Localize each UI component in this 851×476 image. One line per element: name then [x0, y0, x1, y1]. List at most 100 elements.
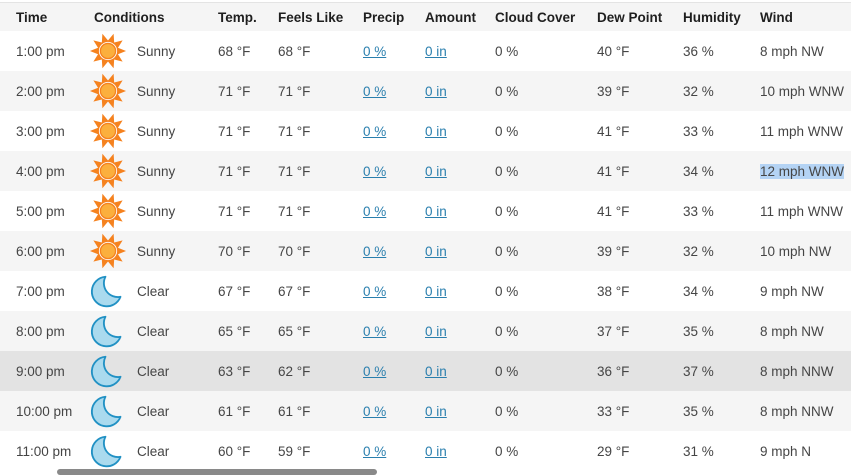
temp-cell: 68 °F: [218, 43, 251, 59]
precip-link[interactable]: 0 %: [363, 363, 387, 379]
dew-point-cell: 36 °F: [597, 363, 630, 379]
precip-link[interactable]: 0 %: [363, 323, 387, 339]
amount-link[interactable]: 0 in: [425, 123, 447, 139]
wind-cell: 8 mph NNW: [760, 404, 851, 419]
table-row[interactable]: 11:00 pm Clear 60 °F 59 °F 0 % 0 in 0 % …: [0, 431, 851, 471]
table-row[interactable]: 9:00 pm Clear 63 °F 62 °F 0 % 0 in 0 % 3…: [0, 351, 851, 391]
amount-link[interactable]: 0 in: [425, 283, 447, 299]
table-header-row: Time Conditions Temp. Feels Like Precip …: [0, 3, 851, 31]
amount-link[interactable]: 0 in: [425, 83, 447, 99]
precip-link[interactable]: 0 %: [363, 443, 387, 459]
table-row[interactable]: 6:00 pm Sunny 70 °F 70 °F 0 % 0 in 0 % 3…: [0, 231, 851, 271]
moon-icon: [88, 271, 128, 311]
column-header-cloud-cover: Cloud Cover: [495, 9, 576, 25]
time-cell: 1:00 pm: [16, 43, 65, 59]
time-cell: 6:00 pm: [16, 243, 65, 259]
feels-like-cell: 59 °F: [278, 443, 311, 459]
sun-icon: [88, 71, 128, 111]
amount-link[interactable]: 0 in: [425, 403, 447, 419]
condition-label: Sunny: [137, 123, 176, 139]
precip-link[interactable]: 0 %: [363, 83, 387, 99]
wind-cell: 11 mph WNW: [760, 204, 851, 219]
cloud-cover-cell: 0 %: [495, 403, 519, 419]
humidity-cell: 36 %: [683, 43, 714, 59]
time-cell: 11:00 pm: [16, 443, 72, 459]
column-header-time: Time: [16, 9, 48, 25]
amount-link[interactable]: 0 in: [425, 323, 447, 339]
column-header-conditions: Conditions: [94, 9, 165, 25]
table-row[interactable]: 5:00 pm Sunny 71 °F 71 °F 0 % 0 in 0 % 4…: [0, 191, 851, 231]
cloud-cover-cell: 0 %: [495, 243, 519, 259]
temp-cell: 71 °F: [218, 203, 251, 219]
wind-cell: 8 mph NNW: [760, 364, 851, 379]
wind-cell: 9 mph N: [760, 444, 851, 459]
wind-value: 10 mph WNW: [760, 83, 845, 99]
feels-like-cell: 62 °F: [278, 363, 311, 379]
conditions-cell: Clear: [88, 311, 218, 351]
sun-icon: [88, 231, 128, 271]
amount-link[interactable]: 0 in: [425, 243, 447, 259]
moon-icon: [88, 351, 128, 391]
condition-label: Clear: [137, 283, 170, 299]
time-cell: 2:00 pm: [16, 83, 65, 99]
feels-like-cell: 71 °F: [278, 83, 311, 99]
table-row[interactable]: 8:00 pm Clear 65 °F 65 °F 0 % 0 in 0 % 3…: [0, 311, 851, 351]
cloud-cover-cell: 0 %: [495, 443, 519, 459]
conditions-cell: Clear: [88, 431, 218, 471]
amount-link[interactable]: 0 in: [425, 443, 447, 459]
amount-link[interactable]: 0 in: [425, 163, 447, 179]
table-row[interactable]: 1:00 pm Sunny 68 °F 68 °F 0 % 0 in 0 % 4…: [0, 31, 851, 71]
wind-value: 8 mph NNW: [760, 363, 834, 379]
precip-link[interactable]: 0 %: [363, 203, 387, 219]
table-row[interactable]: 2:00 pm Sunny 71 °F 71 °F 0 % 0 in 0 % 3…: [0, 71, 851, 111]
humidity-cell: 31 %: [683, 443, 714, 459]
conditions-cell: Clear: [88, 391, 218, 431]
wind-value: 9 mph NW: [760, 283, 824, 299]
amount-link[interactable]: 0 in: [425, 43, 447, 59]
table-row[interactable]: 4:00 pm Sunny 71 °F 71 °F 0 % 0 in 0 % 4…: [0, 151, 851, 191]
dew-point-cell: 29 °F: [597, 443, 630, 459]
dew-point-cell: 39 °F: [597, 83, 630, 99]
amount-link[interactable]: 0 in: [425, 203, 447, 219]
condition-label: Clear: [137, 443, 170, 459]
precip-link[interactable]: 0 %: [363, 123, 387, 139]
precip-link[interactable]: 0 %: [363, 43, 387, 59]
feels-like-cell: 71 °F: [278, 123, 311, 139]
horizontal-scrollbar-thumb[interactable]: [57, 469, 377, 475]
precip-link[interactable]: 0 %: [363, 243, 387, 259]
wind-value: 8 mph NW: [760, 323, 824, 339]
precip-link[interactable]: 0 %: [363, 163, 387, 179]
table-row[interactable]: 10:00 pm Clear 61 °F 61 °F 0 % 0 in 0 % …: [0, 391, 851, 431]
amount-link[interactable]: 0 in: [425, 363, 447, 379]
condition-label: Clear: [137, 323, 170, 339]
conditions-cell: Sunny: [88, 111, 218, 151]
conditions-cell: Sunny: [88, 151, 218, 191]
table-row[interactable]: 7:00 pm Clear 67 °F 67 °F 0 % 0 in 0 % 3…: [0, 271, 851, 311]
moon-icon: [88, 391, 128, 431]
cloud-cover-cell: 0 %: [495, 203, 519, 219]
precip-link[interactable]: 0 %: [363, 283, 387, 299]
conditions-cell: Clear: [88, 271, 218, 311]
dew-point-cell: 41 °F: [597, 203, 630, 219]
wind-cell: 12 mph WNW: [760, 163, 851, 179]
table-row[interactable]: 3:00 pm Sunny 71 °F 71 °F 0 % 0 in 0 % 4…: [0, 111, 851, 151]
humidity-cell: 32 %: [683, 83, 714, 99]
precip-link[interactable]: 0 %: [363, 403, 387, 419]
humidity-cell: 37 %: [683, 363, 714, 379]
condition-label: Sunny: [137, 243, 176, 259]
temp-cell: 67 °F: [218, 283, 251, 299]
sun-icon: [88, 191, 128, 231]
humidity-cell: 33 %: [683, 123, 714, 139]
temp-cell: 71 °F: [218, 123, 251, 139]
temp-cell: 65 °F: [218, 323, 251, 339]
humidity-cell: 35 %: [683, 323, 714, 339]
condition-label: Sunny: [137, 83, 176, 99]
wind-cell: 10 mph WNW: [760, 84, 851, 99]
wind-value: 8 mph NW: [760, 43, 824, 59]
sun-icon: [88, 151, 128, 191]
column-header-amount: Amount: [425, 9, 476, 25]
condition-label: Clear: [137, 403, 170, 419]
wind-cell: 8 mph NW: [760, 324, 851, 339]
condition-label: Clear: [137, 363, 170, 379]
